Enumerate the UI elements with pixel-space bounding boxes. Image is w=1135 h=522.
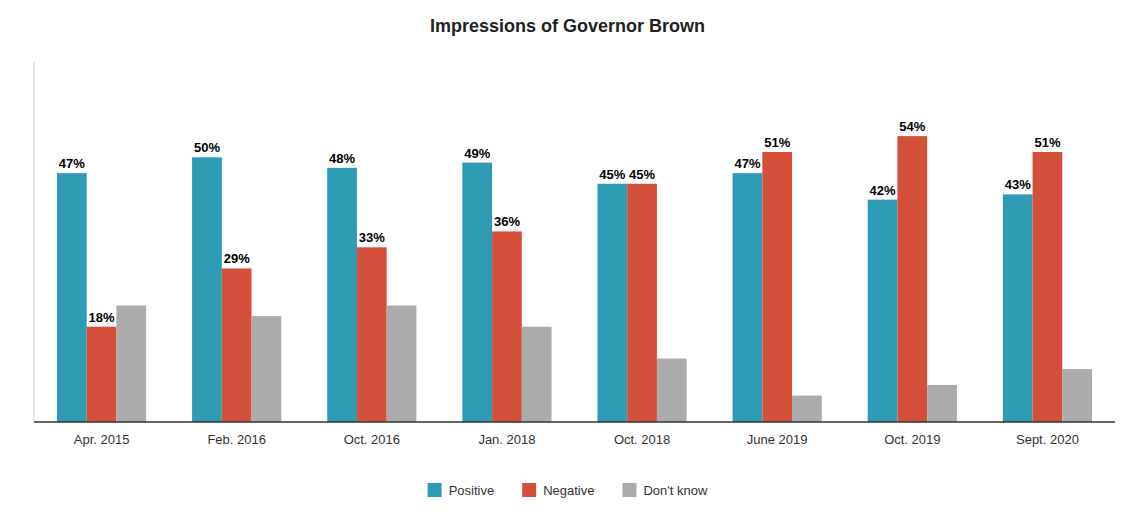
x-tick-label: Sept. 2020 [1016, 432, 1079, 447]
data-label: 51% [1034, 135, 1060, 150]
bar [357, 247, 387, 422]
data-label: 54% [899, 119, 925, 134]
legend-label: Positive [449, 483, 495, 498]
x-tick-label: Apr. 2015 [74, 432, 130, 447]
bar [252, 316, 282, 422]
bar [87, 327, 117, 422]
x-axis-line [34, 421, 1115, 423]
legend-item: Don't know [622, 483, 708, 498]
bar [57, 173, 87, 422]
data-label: 42% [870, 183, 896, 198]
x-tick-label: Oct. 2019 [884, 432, 940, 447]
bar [762, 152, 792, 422]
x-tick-label: Oct. 2016 [344, 432, 400, 447]
bar [657, 358, 687, 422]
bar [1033, 152, 1063, 422]
bar [897, 136, 927, 422]
y-axis-line [34, 62, 35, 422]
legend-item: Positive [428, 483, 495, 498]
data-label: 45% [629, 167, 655, 182]
data-label: 50% [194, 140, 220, 155]
data-label: 45% [599, 167, 625, 182]
bars [57, 136, 1092, 422]
bar [462, 163, 492, 422]
data-label: 18% [89, 310, 115, 325]
data-label: 29% [224, 251, 250, 266]
legend-swatch [428, 483, 442, 497]
bar [222, 268, 252, 422]
legend-item: Negative [522, 483, 594, 498]
title: Impressions of Governor Brown [430, 16, 705, 36]
bar [116, 306, 146, 422]
data-label: 49% [464, 146, 490, 161]
bar [1062, 369, 1092, 422]
bar [492, 231, 522, 422]
legend-swatch [522, 483, 536, 497]
legend-label: Negative [543, 483, 594, 498]
data-label: 36% [494, 214, 520, 229]
data-label: 47% [734, 156, 760, 171]
x-tick-label: Jan. 2018 [478, 432, 535, 447]
data-label: 43% [1005, 177, 1031, 192]
bar [733, 173, 763, 422]
legend: Positive Negative Don't know [428, 483, 708, 498]
bar [868, 200, 898, 422]
bar [327, 168, 357, 422]
bar [1003, 194, 1033, 422]
data-label: 48% [329, 151, 355, 166]
bar [927, 385, 957, 422]
x-tick-label: June 2019 [747, 432, 808, 447]
bar [387, 306, 417, 422]
legend-swatch [622, 483, 636, 497]
bar [627, 184, 657, 422]
x-tick-label: Oct. 2018 [614, 432, 670, 447]
bar [597, 184, 627, 422]
chart-container: Impressions of Governor Brown 47% 50% 48% 49… [0, 0, 1135, 522]
bar [792, 396, 822, 422]
x-tick-label: Feb. 2016 [207, 432, 266, 447]
legend-label: Don't know [643, 483, 708, 498]
bar [192, 157, 222, 422]
data-label: 47% [59, 156, 85, 171]
chart: Impressions of Governor Brown 47% 50% 48% 49… [0, 0, 1135, 522]
bar [522, 327, 552, 422]
data-label: 33% [359, 230, 385, 245]
data-label: 51% [764, 135, 790, 150]
